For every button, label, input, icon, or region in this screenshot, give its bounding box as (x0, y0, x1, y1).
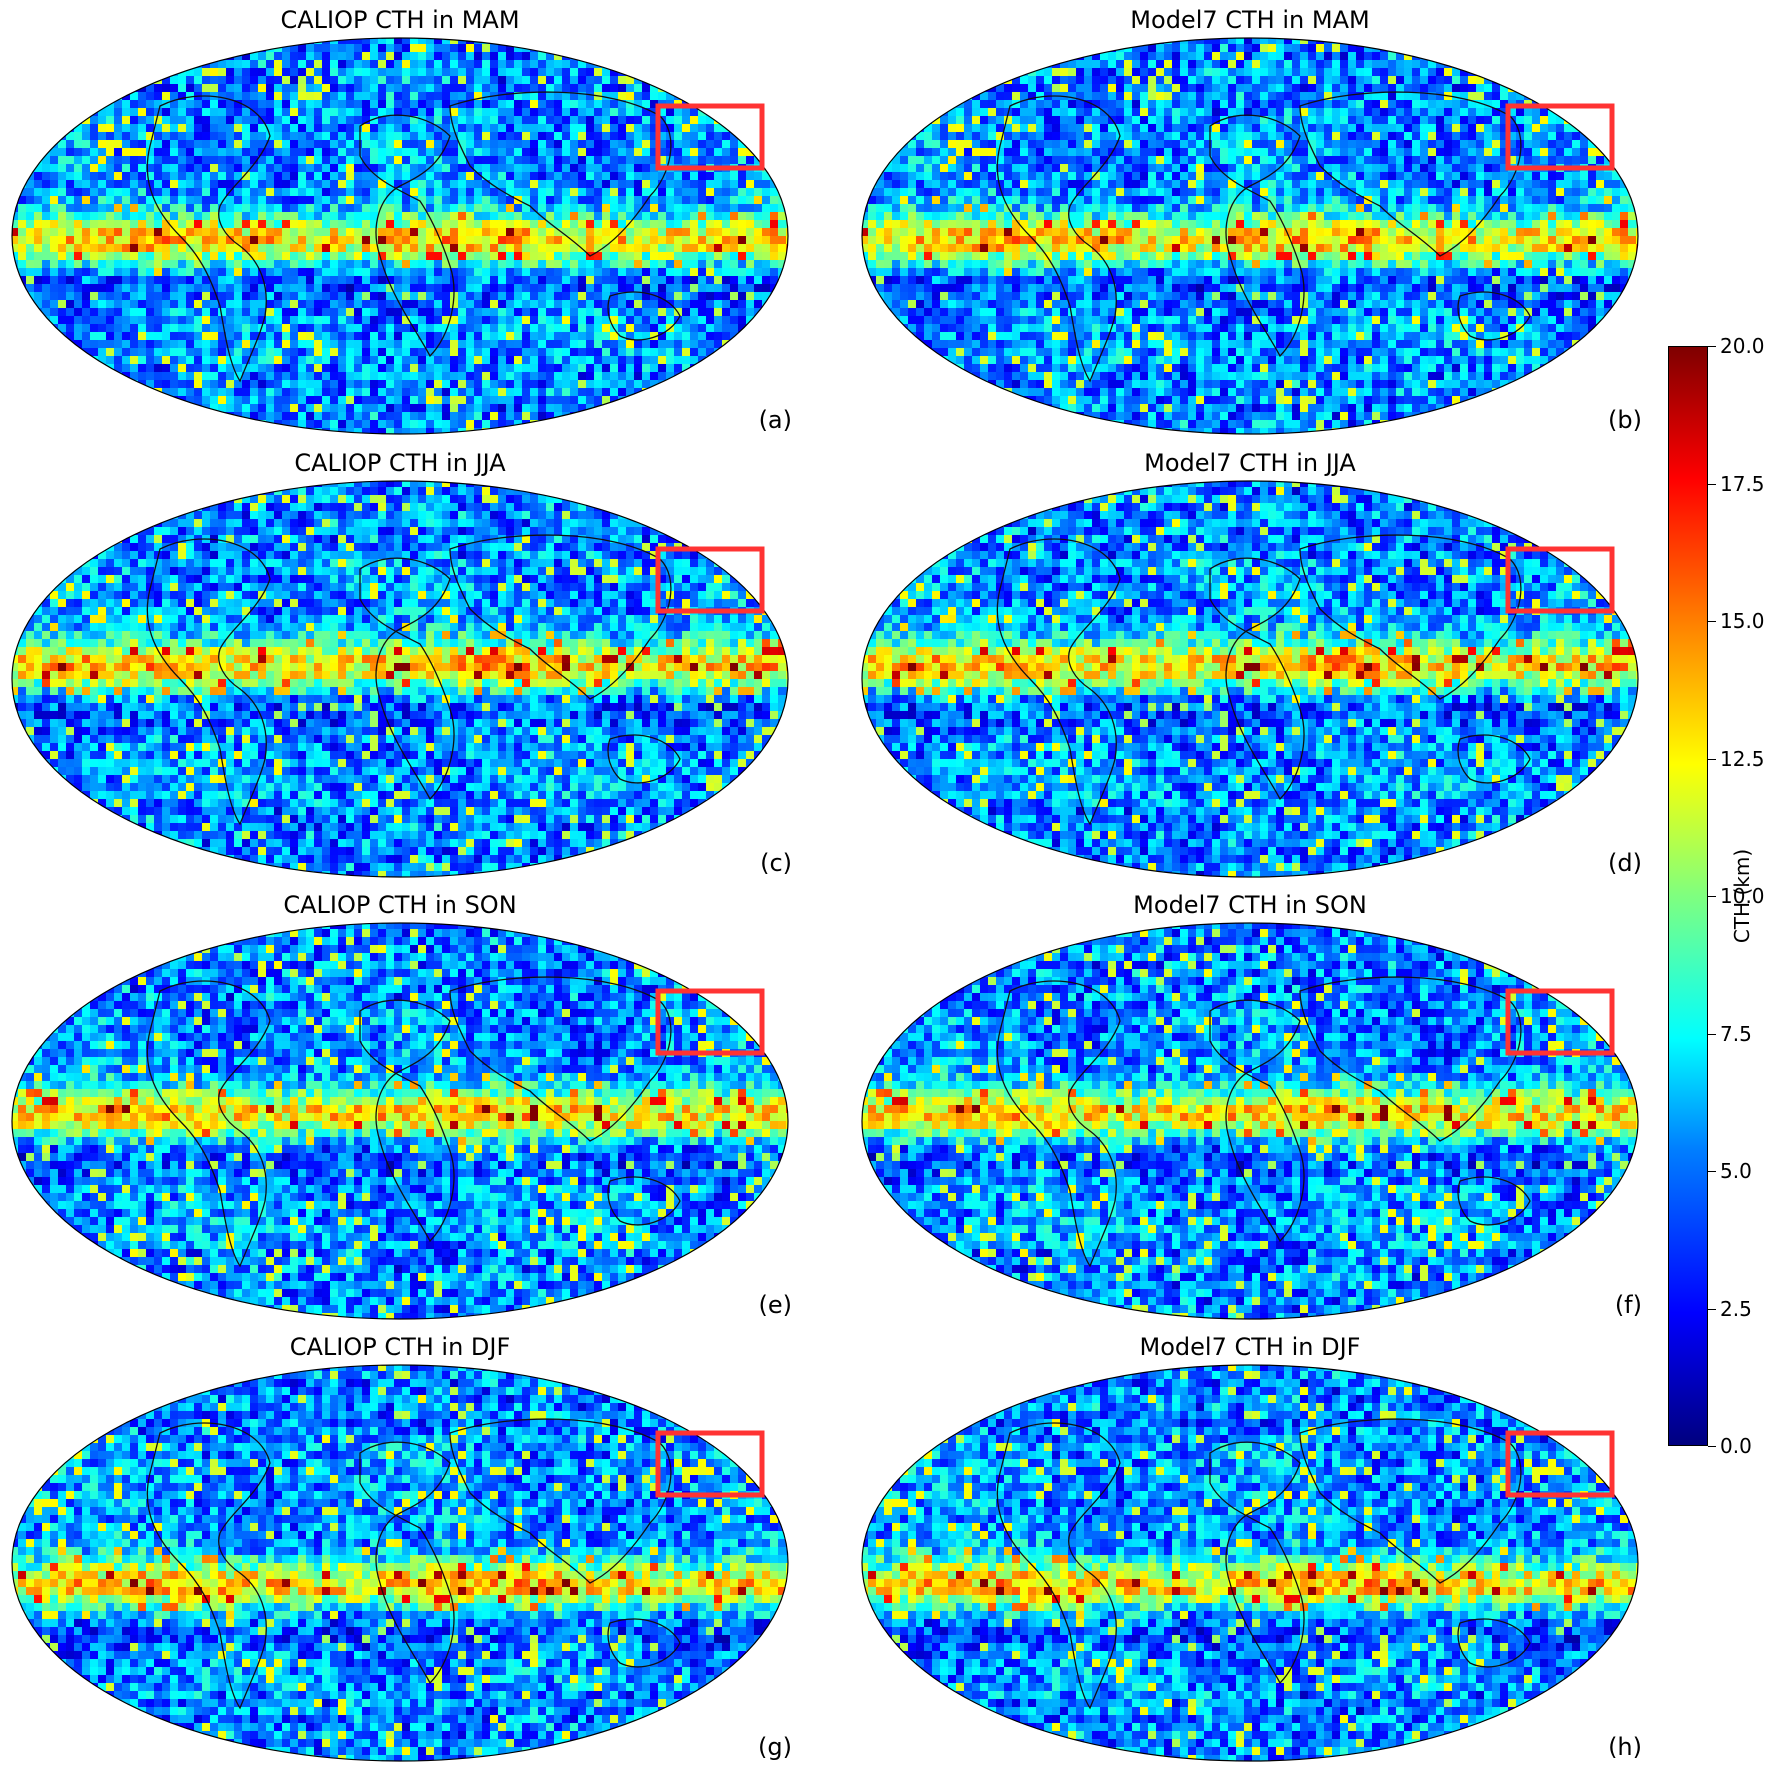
colorbar-tick (1708, 1446, 1716, 1447)
colorbar-tick-label: 7.5 (1720, 1023, 1752, 1045)
colorbar-tick-label: 5.0 (1720, 1160, 1752, 1182)
map-image (861, 922, 1639, 1320)
colorbar-tick-label: 15.0 (1720, 610, 1765, 632)
colorbar-tick-label: 2.5 (1720, 1298, 1752, 1320)
map-image (11, 480, 789, 878)
colorbar-tick (1708, 483, 1716, 485)
colorbar-tick (1708, 346, 1716, 347)
colorbar-tick-label: 20.0 (1720, 335, 1765, 357)
panel-label: (h) (1608, 1733, 1642, 1761)
highlight-region-box (655, 546, 765, 614)
colorbar-tick (1708, 621, 1716, 622)
colorbar-tick (1708, 896, 1716, 897)
map-outline (11, 1364, 789, 1762)
map-panel-b: Model7 CTH in MAM (b) (860, 6, 1642, 446)
map-panel-h: Model7 CTH in DJF (h) (860, 1333, 1642, 1773)
map-outline (11, 922, 789, 1320)
highlight-region-box (655, 103, 765, 171)
panel-label: (b) (1608, 406, 1642, 434)
map-image (11, 37, 789, 435)
colorbar-tick (1708, 1171, 1716, 1172)
panel-title: Model7 CTH in SON (860, 891, 1640, 919)
highlight-region-box (1505, 103, 1615, 171)
colorbar-gradient (1668, 346, 1708, 1446)
colorbar-tick-label: 17.5 (1720, 473, 1765, 495)
colorbar: 0.0 2.5 5.0 7.5 10.0 12.5 15.0 17.5 20.0 (1668, 335, 1765, 1457)
map-image (861, 480, 1639, 878)
colorbar-tick (1708, 758, 1716, 760)
map-image (861, 1364, 1639, 1762)
highlight-region-box (1505, 988, 1615, 1056)
map-panel-f: Model7 CTH in SON (f) (860, 891, 1642, 1331)
panel-title: CALIOP CTH in JJA (10, 449, 790, 477)
highlight-region-box (1505, 546, 1615, 614)
colorbar-tick (1708, 1033, 1716, 1035)
panel-label: (a) (759, 406, 792, 434)
colorbar-tick (1708, 1308, 1716, 1310)
panel-title: Model7 CTH in DJF (860, 1333, 1640, 1361)
map-outline (11, 37, 789, 435)
panel-label: (f) (1615, 1291, 1642, 1319)
panel-title: CALIOP CTH in MAM (10, 6, 790, 34)
panel-label: (d) (1608, 849, 1642, 877)
map-outline (861, 480, 1639, 878)
panel-title: CALIOP CTH in DJF (10, 1333, 790, 1361)
map-outline (861, 922, 1639, 1320)
panel-label: (g) (758, 1733, 792, 1761)
highlight-region-box (1505, 1430, 1615, 1498)
map-panel-d: Model7 CTH in JJA (d) (860, 449, 1642, 889)
panel-title: CALIOP CTH in SON (10, 891, 790, 919)
colorbar-tick-label: 12.5 (1720, 748, 1765, 770)
panel-label: (e) (759, 1291, 793, 1319)
map-outline (861, 1364, 1639, 1762)
highlight-region-box (655, 1430, 765, 1498)
colorbar-tick-label: 0.0 (1720, 1435, 1752, 1457)
highlight-region-box (655, 988, 765, 1056)
colorbar-title: CTH (km) (1730, 849, 1754, 943)
map-outline (861, 37, 1639, 435)
panel-label: (c) (760, 849, 792, 877)
panel-title: Model7 CTH in MAM (860, 6, 1640, 34)
map-image (11, 1364, 789, 1762)
panel-title: Model7 CTH in JJA (860, 449, 1640, 477)
map-panel-a: CALIOP CTH in MAM (a) (10, 6, 792, 446)
colorbar-tick-label: 10.0 (1720, 885, 1765, 907)
map-outline (11, 480, 789, 878)
map-panel-g: CALIOP CTH in DJF (g) (10, 1333, 792, 1773)
map-image (861, 37, 1639, 435)
map-panel-c: CALIOP CTH in JJA (c) (10, 449, 792, 889)
map-panel-e: CALIOP CTH in SON (e) (10, 891, 793, 1331)
map-image (11, 922, 789, 1320)
